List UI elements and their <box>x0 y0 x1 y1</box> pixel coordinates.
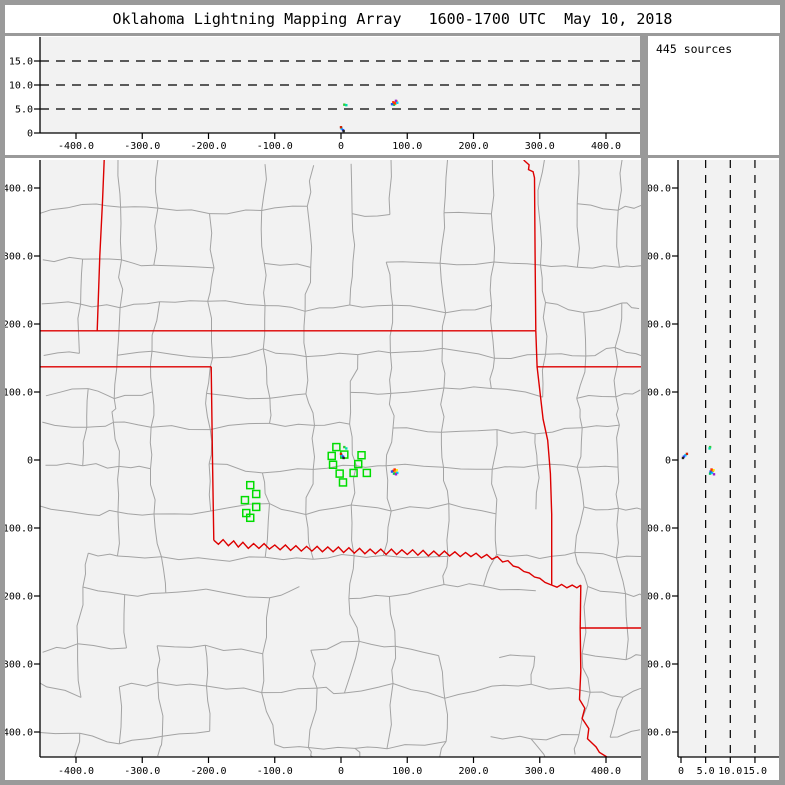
svg-text:200.0: 200.0 <box>458 766 488 777</box>
plan-view-map-panel: 400.0 300.0 200.0 100.0 0 -100.0 -200.0 -300.0 -… <box>5 158 641 780</box>
svg-text:0: 0 <box>338 141 344 152</box>
svg-text:400.0: 400.0 <box>648 184 671 195</box>
svg-text:0: 0 <box>338 766 344 777</box>
svg-text:400.0: 400.0 <box>591 766 621 777</box>
svg-text:300.0: 300.0 <box>525 766 555 777</box>
source-count-label: 445 sources <box>656 42 733 56</box>
svg-text:-200.0: -200.0 <box>190 766 226 777</box>
svg-text:-100.0: -100.0 <box>648 524 671 535</box>
title-bar: Oklahoma Lightning Mapping Array 1600-17… <box>5 5 780 33</box>
svg-text:15.0: 15.0 <box>743 766 767 777</box>
svg-text:-200.0: -200.0 <box>190 141 226 152</box>
page-title: Oklahoma Lightning Mapping Array 1600-17… <box>112 10 673 28</box>
altitude-vs-eastwest-plot: 0 5.0 10.0 15.0 -400.0 -300.0 -200.0 -100.0 0 100… <box>9 37 640 152</box>
svg-text:200.0: 200.0 <box>648 320 671 331</box>
svg-text:-200.0: -200.0 <box>5 592 33 603</box>
svg-text:300.0: 300.0 <box>648 252 671 263</box>
svg-text:5.0: 5.0 <box>15 105 33 116</box>
svg-text:100.0: 100.0 <box>648 388 671 399</box>
svg-text:-400.0: -400.0 <box>58 766 94 777</box>
svg-text:-100.0: -100.0 <box>5 524 33 535</box>
svg-text:-100.0: -100.0 <box>257 141 293 152</box>
svg-text:-200.0: -200.0 <box>648 592 671 603</box>
svg-text:10.0: 10.0 <box>718 766 742 777</box>
svg-text:0: 0 <box>27 456 33 467</box>
svg-text:100.0: 100.0 <box>5 388 33 399</box>
svg-text:-400.0: -400.0 <box>58 141 94 152</box>
source-count-box: 445 sources <box>648 36 779 155</box>
svg-text:5.0: 5.0 <box>697 766 715 777</box>
svg-text:10.0: 10.0 <box>9 81 33 92</box>
svg-text:-400.0: -400.0 <box>648 728 671 739</box>
svg-text:100.0: 100.0 <box>392 141 422 152</box>
svg-text:300.0: 300.0 <box>5 252 33 263</box>
svg-text:-300.0: -300.0 <box>124 141 160 152</box>
svg-text:0: 0 <box>678 766 684 777</box>
svg-text:400.0: 400.0 <box>591 141 621 152</box>
svg-text:-300.0: -300.0 <box>648 660 671 671</box>
svg-text:200.0: 200.0 <box>458 141 488 152</box>
svg-text:-100.0: -100.0 <box>257 766 293 777</box>
altitude-vs-northsouth-plot: 400.0 300.0 200.0 100.0 0 -100.0 -200.0 -300.0 -… <box>648 160 779 777</box>
svg-text:200.0: 200.0 <box>5 320 33 331</box>
svg-text:100.0: 100.0 <box>392 766 422 777</box>
plan-view-map-plot: 400.0 300.0 200.0 100.0 0 -100.0 -200.0 -300.0 -… <box>5 160 641 777</box>
svg-text:-400.0: -400.0 <box>5 728 33 739</box>
svg-text:0: 0 <box>27 129 33 140</box>
svg-text:400.0: 400.0 <box>5 184 33 195</box>
svg-text:300.0: 300.0 <box>525 141 555 152</box>
svg-text:15.0: 15.0 <box>9 57 33 68</box>
altitude-vs-eastwest-panel: 0 5.0 10.0 15.0 -400.0 -300.0 -200.0 -100.0 0 100… <box>5 36 640 155</box>
svg-text:-300.0: -300.0 <box>124 766 160 777</box>
svg-text:0: 0 <box>665 456 671 467</box>
svg-text:-300.0: -300.0 <box>5 660 33 671</box>
altitude-vs-northsouth-panel: 400.0 300.0 200.0 100.0 0 -100.0 -200.0 -300.0 -… <box>648 158 779 780</box>
